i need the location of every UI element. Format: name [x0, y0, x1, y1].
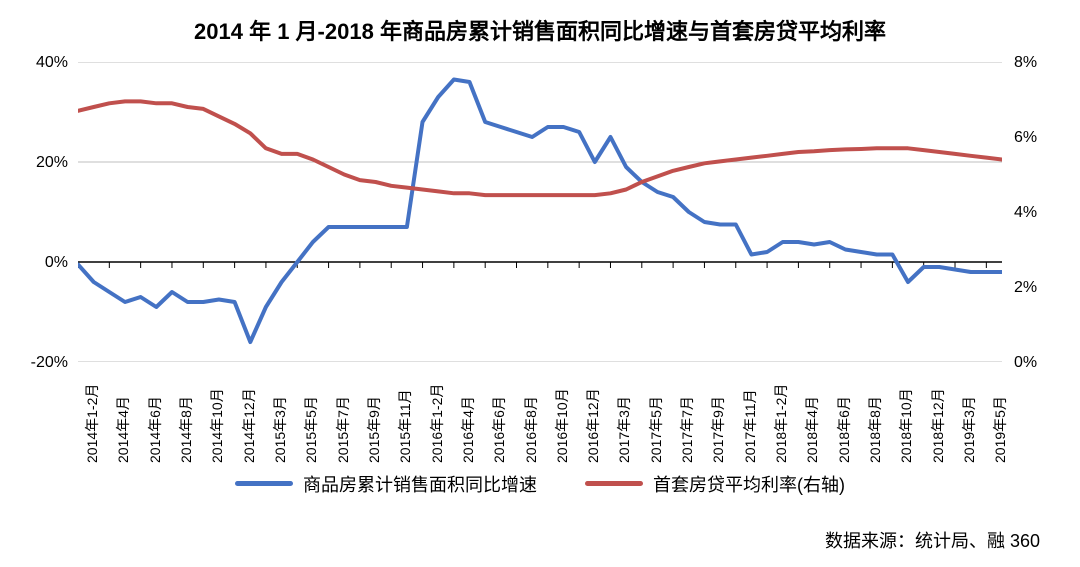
- chart-title: 2014 年 1 月-2018 年商品房累计销售面积同比增速与首套房贷平均利率: [0, 14, 1080, 46]
- x-axis-tick-label: 2018年6月: [834, 396, 854, 463]
- x-axis-tick-label: 2017年3月: [614, 396, 634, 463]
- legend-label: 首套房贷平均利率(右轴): [653, 471, 845, 497]
- x-axis-tick-label: 2019年5月: [990, 396, 1010, 463]
- x-axis-tick-label: 2016年1-2月: [427, 384, 447, 463]
- x-axis-tick-label: 2015年9月: [364, 396, 384, 463]
- x-axis-tick-label: 2014年4月: [113, 396, 133, 463]
- x-axis-tick-label: 2015年7月: [333, 396, 353, 463]
- x-axis-tick-label: 2015年3月: [270, 396, 290, 463]
- x-axis-tick-label: 2017年9月: [708, 396, 728, 463]
- x-axis-tick-label: 2014年10月: [207, 388, 227, 463]
- left-axis-tick-label: 40%: [0, 54, 68, 72]
- right-axis-tick-label: 2%: [1014, 279, 1037, 297]
- x-axis-labels: 2014年1-2月 2014年4月 2014年6月 2014年8月 2014年10月 20…: [78, 368, 1002, 478]
- chart-svg: [78, 62, 1002, 362]
- plot-area: [78, 62, 1002, 362]
- legend: 商品房累计销售面积同比增速 首套房贷平均利率(右轴): [0, 470, 1080, 497]
- x-axis-tick-label: 2016年12月: [583, 388, 603, 463]
- x-axis-tick-label: 2017年11月: [740, 389, 760, 463]
- right-axis-tick-label: 4%: [1014, 204, 1037, 222]
- x-axis-tick-label: 2018年12月: [928, 388, 948, 463]
- x-axis-tick-label: 2017年5月: [646, 396, 666, 463]
- legend-swatch: [585, 481, 643, 486]
- right-axis-tick-label: 6%: [1014, 129, 1037, 147]
- x-axis-tick-label: 2016年10月: [552, 388, 572, 463]
- chart-container: 2014 年 1 月-2018 年商品房累计销售面积同比增速与首套房贷平均利率 …: [0, 0, 1080, 567]
- x-axis-tick-label: 2015年11月: [395, 389, 415, 463]
- x-axis-tick-label: 2018年10月: [896, 388, 916, 463]
- x-axis-tick-label: 2014年6月: [145, 396, 165, 463]
- x-axis-tick-label: 2018年1-2月: [771, 384, 791, 463]
- right-axis-tick-label: 0%: [1014, 354, 1037, 372]
- x-axis-tick-label: 2018年4月: [802, 396, 822, 463]
- left-axis-tick-label: 0%: [0, 254, 68, 272]
- x-axis-tick-label: 2014年1-2月: [82, 384, 102, 463]
- x-axis-tick-label: 2014年12月: [239, 388, 259, 463]
- x-axis-tick-label: 2016年4月: [458, 396, 478, 463]
- x-axis-tick-label: 2016年8月: [521, 396, 541, 463]
- x-axis-tick-label: 2019年3月: [959, 396, 979, 463]
- right-axis-tick-label: 8%: [1014, 54, 1037, 72]
- legend-swatch: [235, 481, 293, 486]
- x-axis-tick-label: 2014年8月: [176, 396, 196, 463]
- legend-item: 商品房累计销售面积同比增速: [235, 471, 537, 497]
- legend-label: 商品房累计销售面积同比增速: [303, 471, 537, 497]
- x-axis-tick-label: 2018年8月: [865, 396, 885, 463]
- x-axis-tick-label: 2016年6月: [489, 396, 509, 463]
- x-axis-tick-label: 2015年5月: [301, 396, 321, 463]
- left-axis-tick-label: -20%: [0, 354, 68, 372]
- data-source-label: 数据来源：统计局、融 360: [825, 527, 1040, 553]
- left-axis-tick-label: 20%: [0, 154, 68, 172]
- legend-item: 首套房贷平均利率(右轴): [585, 471, 845, 497]
- x-axis-tick-label: 2017年7月: [677, 396, 697, 463]
